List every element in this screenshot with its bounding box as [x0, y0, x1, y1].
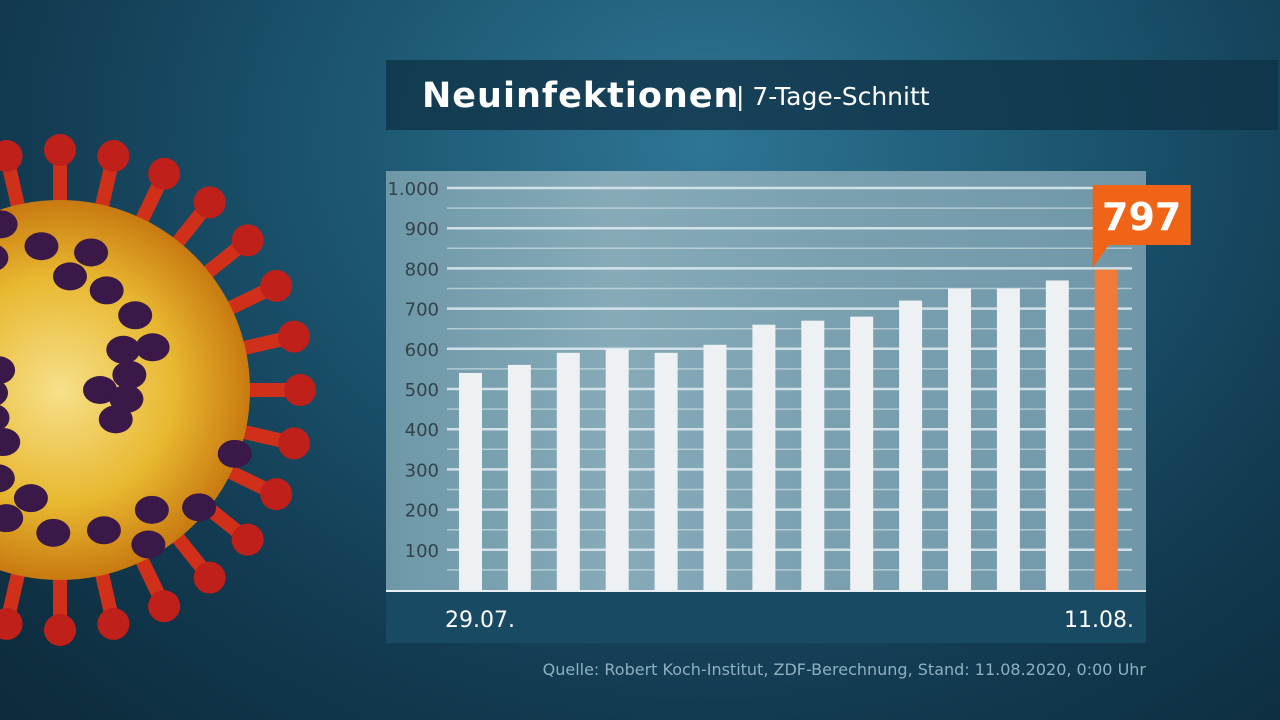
bar: [899, 300, 923, 590]
bar: [801, 320, 825, 590]
virus-illustration: [0, 134, 316, 646]
x-label-start: 29.07.: [445, 608, 515, 633]
bar: [850, 316, 874, 590]
y-tick-label: 200: [405, 501, 439, 522]
bar-highlight: [1094, 269, 1118, 590]
value-callout: 797: [1092, 185, 1191, 268]
bar: [654, 352, 678, 590]
title-bar: Neuinfektionen | 7-Tage-Schnitt: [386, 60, 1278, 130]
source-note: Quelle: Robert Koch-Institut, ZDF-Berech…: [542, 660, 1146, 679]
bar: [459, 372, 482, 590]
x-label-end: 11.08.: [1064, 608, 1134, 633]
bar: [752, 324, 776, 590]
y-tick-label: 1.000: [387, 179, 439, 200]
x-axis-band: [386, 590, 1146, 643]
y-tick-label: 600: [405, 340, 439, 361]
bar: [605, 348, 629, 590]
y-tick-label: 400: [405, 420, 439, 441]
bar: [556, 352, 580, 590]
y-tick-label: 500: [405, 380, 439, 401]
bar: [948, 288, 971, 590]
y-tick-label: 900: [405, 219, 439, 240]
y-tick-label: 800: [405, 259, 439, 280]
bar: [996, 288, 1020, 590]
callout-box: [1092, 185, 1191, 245]
bar: [507, 364, 531, 590]
chart-subtitle: | 7-Tage-Schnitt: [736, 82, 930, 111]
callout-pointer: [1092, 245, 1109, 268]
y-tick-label: 300: [405, 460, 439, 481]
y-tick-label: 700: [405, 300, 439, 321]
y-tick-label: 100: [405, 541, 439, 562]
chart-title: Neuinfektionen: [422, 76, 740, 116]
callout-value: 797: [1102, 195, 1181, 239]
bar: [1045, 280, 1069, 590]
bar: [703, 344, 727, 590]
